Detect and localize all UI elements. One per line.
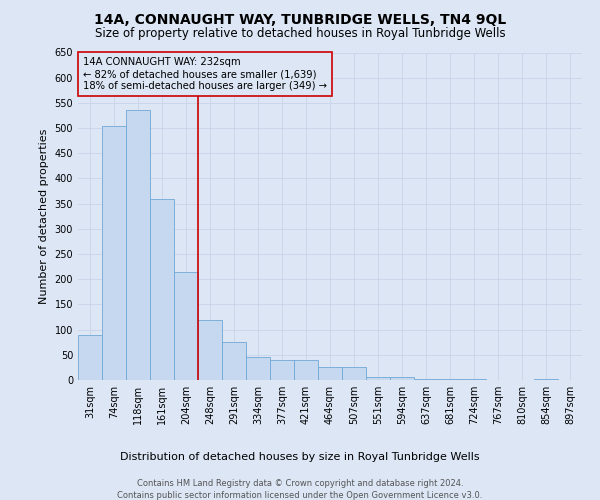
- Bar: [294, 360, 318, 380]
- Text: 14A CONNAUGHT WAY: 232sqm
← 82% of detached houses are smaller (1,639)
18% of se: 14A CONNAUGHT WAY: 232sqm ← 82% of detac…: [83, 58, 327, 90]
- Text: 14A, CONNAUGHT WAY, TUNBRIDGE WELLS, TN4 9QL: 14A, CONNAUGHT WAY, TUNBRIDGE WELLS, TN4…: [94, 12, 506, 26]
- Bar: [78, 334, 102, 380]
- Text: Distribution of detached houses by size in Royal Tunbridge Wells: Distribution of detached houses by size …: [120, 452, 480, 462]
- Bar: [246, 358, 270, 380]
- Bar: [414, 379, 438, 380]
- Bar: [222, 342, 246, 380]
- Bar: [174, 272, 198, 380]
- Bar: [318, 368, 342, 380]
- Bar: [126, 110, 150, 380]
- Text: Contains HM Land Registry data © Crown copyright and database right 2024.: Contains HM Land Registry data © Crown c…: [137, 479, 463, 488]
- Text: Size of property relative to detached houses in Royal Tunbridge Wells: Size of property relative to detached ho…: [95, 28, 505, 40]
- Bar: [270, 360, 294, 380]
- Text: Contains public sector information licensed under the Open Government Licence v3: Contains public sector information licen…: [118, 491, 482, 500]
- Bar: [150, 198, 174, 380]
- Bar: [366, 378, 390, 380]
- Bar: [342, 368, 366, 380]
- Bar: [390, 378, 414, 380]
- Bar: [198, 320, 222, 380]
- Bar: [102, 126, 126, 380]
- Y-axis label: Number of detached properties: Number of detached properties: [39, 128, 49, 304]
